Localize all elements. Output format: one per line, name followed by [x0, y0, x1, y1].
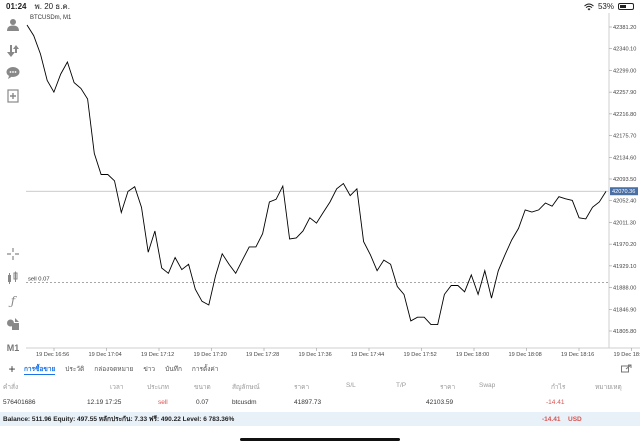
- order-open-price: 41897.73: [294, 399, 322, 406]
- y-tick-label: 41805.80: [613, 329, 636, 335]
- header-comment: หมายเหตุ: [595, 384, 622, 391]
- candles-icon[interactable]: [4, 269, 22, 287]
- battery-icon: [618, 3, 634, 10]
- y-tick-label: 42257.90: [613, 90, 636, 96]
- header-time: เวลา: [110, 384, 124, 391]
- header-sl: S/L: [346, 382, 356, 389]
- header-profit: กำไร: [551, 384, 566, 391]
- x-axis: 19 Dec 16:56 19 Dec 17:04 19 Dec 17:12 19 D…: [36, 348, 640, 358]
- order-volume: 0.07: [196, 399, 209, 406]
- y-axis: 42381.20 42340.10 42299.00 42257.90 42216.80…: [609, 25, 636, 335]
- trade-icon[interactable]: [4, 42, 22, 60]
- order-symbol: btcusdm: [232, 399, 257, 406]
- chart-symbol-label: BTCUSDm, M1: [30, 15, 72, 21]
- timeframe-button[interactable]: M1: [6, 343, 20, 353]
- order-type: sell: [158, 399, 168, 406]
- add-chart-icon[interactable]: [4, 87, 22, 105]
- balance-bar: Balance: 511.96 Equity: 497.55 หลักประกั…: [0, 412, 640, 426]
- wifi-icon: [584, 3, 594, 10]
- header-order: คำสั่ง: [3, 384, 19, 391]
- home-indicator: [240, 438, 400, 441]
- objects-icon[interactable]: [4, 315, 22, 333]
- header-symbol: สัญลักษณ์: [232, 384, 260, 391]
- y-tick-label: 42340.10: [613, 47, 636, 53]
- x-tick-label: 19 Dec 17:44: [351, 352, 384, 358]
- tab-journal[interactable]: บันทึก: [165, 366, 182, 373]
- x-tick-label: 19 Dec 18:24: [614, 352, 640, 358]
- price-chart[interactable]: 42381.20 42340.10 42299.00 42257.90 42216.80…: [26, 13, 640, 358]
- y-tick-label: 42093.50: [613, 177, 636, 183]
- price-series-line: [26, 24, 607, 326]
- y-tick-label: 42175.70: [613, 134, 636, 140]
- y-tick-label: 42216.80: [613, 112, 636, 118]
- balance-currency: USD: [568, 415, 582, 423]
- tab-settings[interactable]: การตั้งค่า: [191, 366, 219, 373]
- header-swap: Swap: [479, 382, 496, 389]
- order-profit: -14.41: [546, 399, 565, 406]
- export-icon[interactable]: [621, 364, 632, 375]
- y-tick-label: 41970.20: [613, 242, 636, 248]
- crosshair-icon[interactable]: [4, 245, 22, 263]
- function-icon[interactable]: ƒ: [10, 294, 16, 308]
- y-tick-label: 42011.30: [613, 220, 636, 226]
- battery-percent: 53%: [597, 2, 614, 11]
- chat-icon[interactable]: [4, 64, 22, 82]
- status-date: พ. 20 ธ.ค.: [34, 2, 70, 11]
- x-tick-label: 19 Dec 17:36: [299, 352, 332, 358]
- tab-history[interactable]: ประวัติ: [65, 366, 85, 373]
- y-tick-label: 42381.20: [613, 25, 636, 31]
- table-row[interactable]: 576401686 12.19 17:25 sell 0.07 btcusdm …: [0, 397, 640, 409]
- y-tick-label: 42134.60: [613, 155, 636, 161]
- order-current-price: 42103.59: [426, 399, 454, 406]
- y-tick-label: 41888.00: [613, 286, 636, 292]
- balance-summary: Balance: 511.96 Equity: 497.55 หลักประกั…: [3, 416, 235, 423]
- order-time: 12.19 17:25: [87, 399, 122, 406]
- balance-profit: -14.41: [542, 415, 561, 423]
- add-tab-icon[interactable]: +: [8, 362, 16, 376]
- x-tick-label: 19 Dec 18:08: [509, 352, 542, 358]
- order-id: 576401686: [3, 399, 36, 406]
- terminal-tabs: + การซื้อขาย ประวัติ กล่องจดหมาย ข่าว บั…: [0, 362, 640, 376]
- chart-canvas[interactable]: 42381.20 42340.10 42299.00 42257.90 42216.80…: [26, 13, 640, 358]
- x-tick-label: 19 Dec 17:12: [141, 352, 174, 358]
- orders-table-header: คำสั่ง เวลา ประเภท ขนาด สัญลักษณ์ ราคา S…: [0, 380, 640, 392]
- current-price-value: 42070.36: [612, 189, 635, 195]
- y-tick-label: 41929.10: [613, 264, 636, 270]
- position-label: sell 0.07: [28, 276, 50, 282]
- x-tick-label: 19 Dec 16:56: [36, 352, 69, 358]
- status-time: 01:24: [6, 2, 27, 11]
- header-price: ราคา: [294, 384, 310, 391]
- header-current-price: ราคา: [440, 384, 456, 391]
- left-toolbar: ƒ M1: [0, 13, 26, 358]
- tab-mailbox[interactable]: กล่องจดหมาย: [94, 366, 134, 373]
- header-tp: T/P: [396, 382, 407, 389]
- y-tick-label: 42299.00: [613, 68, 636, 74]
- y-tick-label: 42052.40: [613, 199, 636, 205]
- tab-trade[interactable]: การซื้อขาย: [24, 365, 56, 375]
- x-tick-label: 19 Dec 18:16: [561, 352, 594, 358]
- x-tick-label: 19 Dec 17:04: [89, 352, 122, 358]
- tab-news[interactable]: ข่าว: [143, 366, 156, 373]
- current-price-tag: 42070.36: [610, 187, 638, 196]
- x-tick-label: 19 Dec 17:20: [194, 352, 227, 358]
- header-type: ประเภท: [147, 384, 169, 391]
- x-tick-label: 19 Dec 18:00: [456, 352, 489, 358]
- x-tick-label: 19 Dec 17:28: [246, 352, 279, 358]
- x-tick-label: 19 Dec 17:52: [404, 352, 437, 358]
- y-tick-label: 41846.90: [613, 307, 636, 313]
- account-icon[interactable]: [4, 16, 22, 34]
- status-bar: 01:24 พ. 20 ธ.ค. 53%: [0, 0, 640, 13]
- header-volume: ขนาด: [194, 384, 211, 391]
